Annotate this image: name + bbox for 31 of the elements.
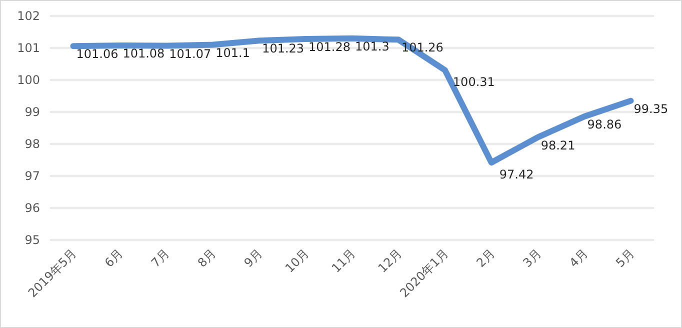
- x-tick-label: 2月: [474, 246, 498, 270]
- data-label: 101.23: [262, 42, 304, 56]
- data-label: 101.06: [76, 47, 118, 62]
- x-tick-label: 5月: [613, 246, 637, 270]
- y-tick-label: 102: [17, 9, 40, 23]
- x-tick-label: 8月: [194, 246, 219, 270]
- data-label: 97.42: [499, 168, 534, 182]
- data-label: 98.86: [587, 117, 622, 132]
- x-tick-label: 7月: [148, 246, 172, 270]
- x-tick-label: 3月: [520, 246, 544, 270]
- y-tick-label: 101: [17, 41, 40, 55]
- data-label: 101.3: [355, 39, 390, 54]
- y-tick-label: 98: [24, 137, 40, 151]
- data-label: 101.07: [169, 46, 212, 61]
- data-label: 100.31: [452, 75, 495, 90]
- data-label: 101.08: [122, 46, 165, 60]
- x-tick-label: 9月: [241, 246, 266, 270]
- x-tick-label: 11月: [328, 246, 358, 276]
- y-tick-label: 100: [17, 73, 40, 87]
- y-tick-label: 97: [24, 169, 40, 183]
- data-label: 98.21: [540, 138, 576, 152]
- y-tick-label: 95: [24, 233, 40, 247]
- y-tick-label: 96: [24, 201, 40, 215]
- x-tick-label: 12月: [375, 246, 405, 276]
- data-label: 101.1: [216, 46, 250, 60]
- x-tick-label: 4月: [566, 246, 590, 270]
- x-tick-label: 10月: [282, 246, 312, 276]
- x-tick-label: 6月: [102, 246, 126, 270]
- y-tick-label: 99: [24, 105, 40, 119]
- data-label: 101.28: [308, 40, 351, 54]
- data-label: 99.35: [634, 102, 668, 116]
